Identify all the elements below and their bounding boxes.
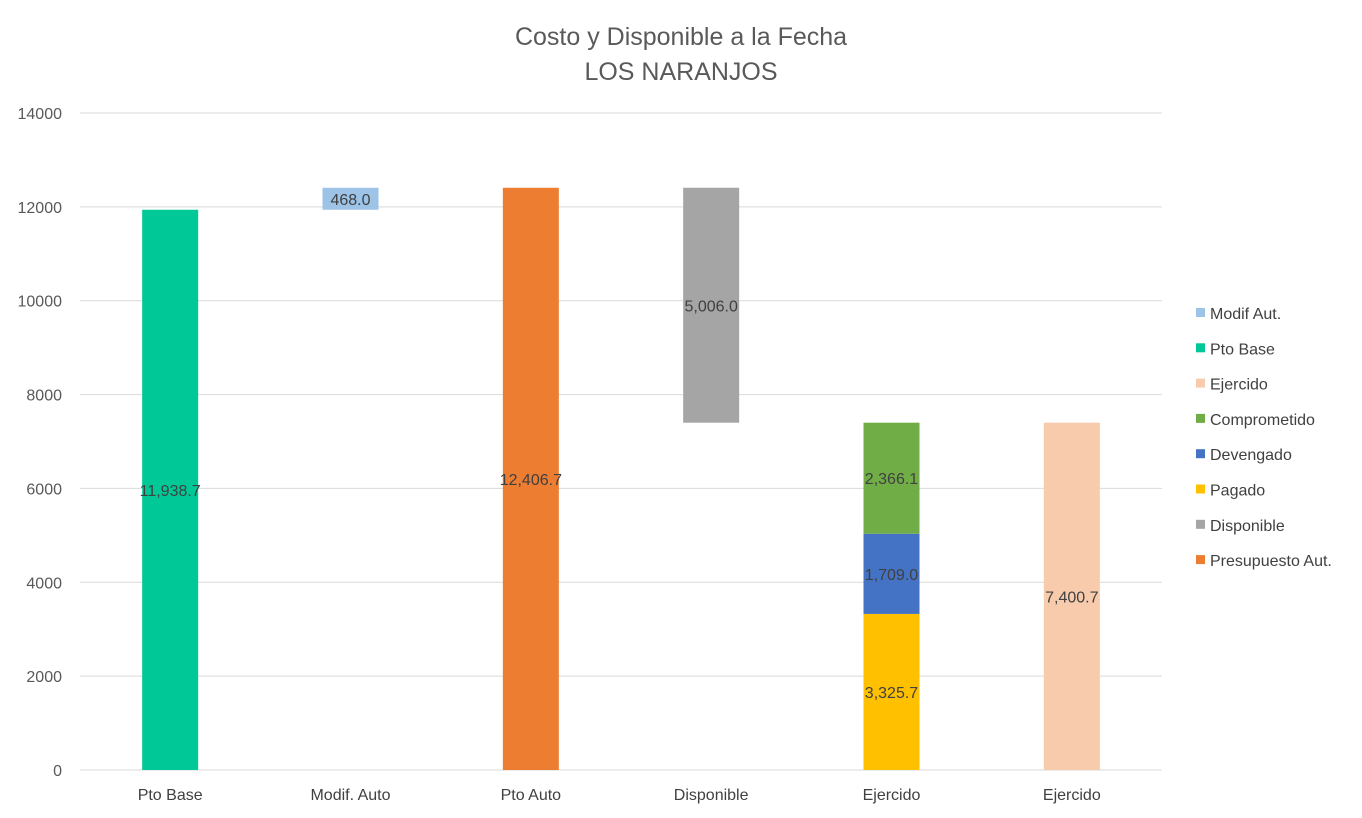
legend-swatch	[1196, 378, 1205, 388]
data-label: 11,938.7	[140, 483, 201, 500]
x-category-label: Modif. Auto	[310, 787, 390, 804]
x-category-label: Disponible	[674, 787, 749, 804]
x-category-label: Ejercido	[1043, 787, 1101, 804]
legend-swatch	[1196, 449, 1205, 459]
y-tick-label: 10000	[18, 294, 63, 311]
legend-swatch	[1196, 343, 1205, 353]
data-label: 7,400.7	[1045, 589, 1098, 606]
x-category-label: Pto Base	[138, 787, 203, 804]
y-tick-label: 4000	[26, 575, 62, 592]
bar-devengado	[863, 533, 920, 614]
legend-label: Devengado	[1210, 447, 1292, 464]
x-axis-labels: Pto Base Modif. Auto Pto Auto Disponible Eje…	[138, 787, 1101, 804]
legend-label: Presupuesto Aut.	[1210, 553, 1332, 570]
legend-label: Pagado	[1210, 483, 1265, 500]
chart-subtitle: LOS NARANJOS	[584, 58, 777, 86]
data-label: 12,406.7	[500, 472, 562, 489]
y-tick-label: 6000	[26, 481, 62, 498]
bar-disponible	[683, 187, 740, 423]
bar-pto-base	[142, 209, 199, 770]
bar-pagado	[863, 613, 920, 770]
gridlines	[80, 112, 1162, 771]
legend-label: Pto Base	[1210, 341, 1275, 358]
data-label: 3,325.7	[865, 685, 918, 702]
data-label: 2,366.1	[865, 471, 918, 488]
legend-swatch	[1196, 308, 1205, 317]
y-tick-label: 2000	[26, 669, 62, 686]
y-tick-label: 12000	[18, 200, 63, 217]
bar-presupuesto-aut	[502, 187, 559, 770]
y-tick-label: 0	[53, 763, 62, 780]
data-labels: 11,938.7 468.0 12,406.7 5,006.0 3,325.7 1,709…	[140, 192, 1099, 702]
legend-swatch	[1196, 555, 1205, 565]
legend-label: Comprometido	[1210, 412, 1315, 429]
bar-ejercido	[1043, 422, 1100, 770]
y-tick-label: 14000	[18, 106, 63, 123]
legend: Modif Aut. Pto Base Ejercido Comprometido De…	[1196, 306, 1332, 570]
legend-label: Modif Aut.	[1210, 306, 1281, 323]
chart-title: Costo y Disponible a la Fecha	[515, 23, 847, 51]
legend-swatch	[1196, 484, 1205, 494]
x-category-label: Ejercido	[863, 787, 921, 804]
legend-label: Ejercido	[1210, 377, 1268, 394]
data-label: 468.0	[330, 192, 370, 209]
y-axis-ticks: 0 2000 4000 6000 8000 10000 12000 14000	[18, 106, 63, 780]
bar-modif-aut	[322, 187, 379, 210]
data-label: 5,006.0	[684, 299, 737, 316]
legend-swatch	[1196, 413, 1205, 423]
data-label: 1,709.0	[865, 567, 918, 584]
legend-swatch	[1196, 519, 1205, 529]
x-category-label: Pto Auto	[501, 787, 562, 804]
bar-comprometido	[863, 422, 920, 534]
y-tick-label: 8000	[26, 388, 62, 405]
bars	[142, 187, 1100, 770]
legend-label: Disponible	[1210, 518, 1285, 535]
